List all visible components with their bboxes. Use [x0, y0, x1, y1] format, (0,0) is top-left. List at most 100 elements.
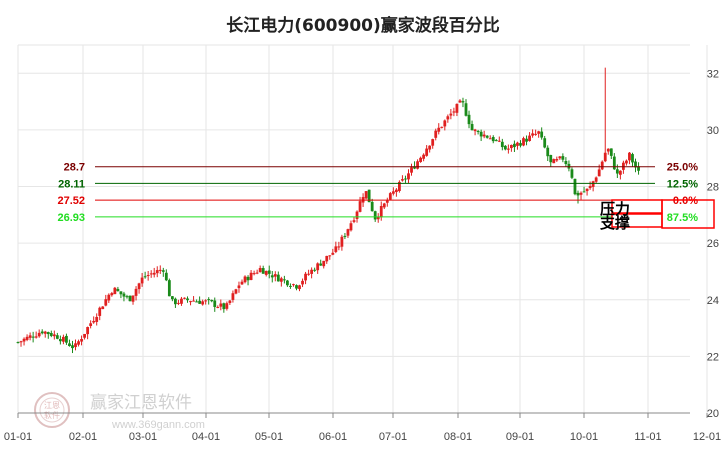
candle — [65, 333, 68, 345]
candle — [525, 135, 528, 146]
candle — [222, 302, 226, 313]
candle — [170, 296, 174, 302]
candle — [216, 305, 220, 309]
candle — [370, 198, 374, 212]
candle — [34, 331, 38, 339]
y-tick-label: 30 — [707, 125, 719, 137]
candle — [573, 178, 577, 196]
level-box — [661, 199, 715, 229]
candle — [22, 337, 26, 346]
candle — [255, 269, 259, 275]
candle — [234, 288, 238, 295]
candle — [313, 267, 317, 272]
level-percent-label: 12.5% — [667, 178, 698, 190]
level-percent-label: 87.5% — [667, 212, 698, 224]
candle — [485, 135, 489, 139]
watermark-text: 赢家江恩软件 — [90, 393, 192, 413]
level-price-label: 28.7 — [64, 162, 85, 174]
candle — [192, 296, 195, 302]
candle — [186, 296, 189, 303]
candle — [264, 270, 268, 277]
candle — [349, 220, 353, 232]
candle — [388, 191, 392, 201]
candle — [104, 294, 108, 307]
level-price-label: 27.52 — [57, 195, 85, 207]
candle — [180, 296, 183, 306]
candle — [307, 269, 310, 276]
candle — [552, 158, 556, 164]
candle — [540, 127, 544, 140]
candle — [488, 135, 492, 140]
y-axis: 20 22 24 26 28 30 32 — [707, 68, 719, 420]
candle — [391, 187, 395, 196]
level-percent-label: 0.0% — [673, 195, 698, 207]
candle — [413, 161, 416, 170]
candle — [449, 108, 453, 120]
chart-title: 长江电力(600900)赢家波段百分比 — [226, 15, 500, 36]
grid — [17, 44, 708, 414]
candle — [591, 180, 595, 192]
candle — [503, 145, 507, 151]
candle — [567, 160, 571, 172]
candle — [628, 151, 631, 165]
x-tick-label: 03-01 — [129, 431, 157, 443]
candle — [467, 110, 471, 129]
candle — [352, 217, 356, 224]
candle — [364, 191, 368, 200]
candle — [286, 279, 289, 287]
candle — [261, 265, 265, 274]
candle — [343, 233, 347, 240]
candle — [570, 167, 574, 180]
candle — [404, 175, 407, 183]
candle — [231, 290, 235, 303]
candle — [49, 330, 53, 338]
candle — [618, 170, 622, 180]
candle — [134, 286, 138, 301]
candle — [71, 340, 74, 354]
candle — [113, 286, 117, 295]
watermark-logo: 江恩 软件 — [34, 392, 70, 428]
candle — [267, 265, 271, 279]
candle — [609, 148, 613, 159]
candle — [325, 255, 329, 264]
x-tick-label: 11-01 — [634, 431, 661, 443]
candle — [555, 156, 559, 162]
candle — [98, 306, 102, 321]
candle — [379, 201, 383, 221]
candle — [491, 135, 495, 144]
watermark-logo-bottom: 软件 — [44, 410, 60, 420]
y-tick-label: 24 — [707, 295, 719, 307]
candle — [416, 159, 419, 170]
candle — [92, 316, 96, 324]
candle — [128, 295, 132, 302]
candle — [110, 291, 114, 297]
candle — [131, 295, 135, 305]
candle — [458, 99, 462, 103]
x-tick-label: 09-01 — [506, 431, 534, 443]
candle — [510, 144, 513, 152]
candle — [398, 180, 401, 193]
y-tick-label: 22 — [707, 351, 719, 363]
candle — [549, 154, 553, 167]
candle — [68, 339, 71, 347]
candle — [534, 129, 538, 136]
candle — [401, 175, 404, 182]
candle — [582, 186, 586, 193]
candle — [625, 159, 628, 166]
candle — [177, 299, 180, 306]
candle — [95, 313, 99, 326]
candle — [588, 181, 592, 190]
candle — [522, 136, 525, 147]
candle — [407, 169, 410, 184]
candle — [155, 266, 159, 278]
candle — [122, 291, 126, 302]
candle — [161, 267, 165, 277]
candle — [40, 329, 44, 335]
candle — [204, 299, 208, 305]
candle — [446, 114, 450, 123]
candle — [276, 271, 280, 282]
candle — [152, 267, 156, 278]
candle — [497, 136, 501, 143]
candle — [470, 120, 474, 131]
